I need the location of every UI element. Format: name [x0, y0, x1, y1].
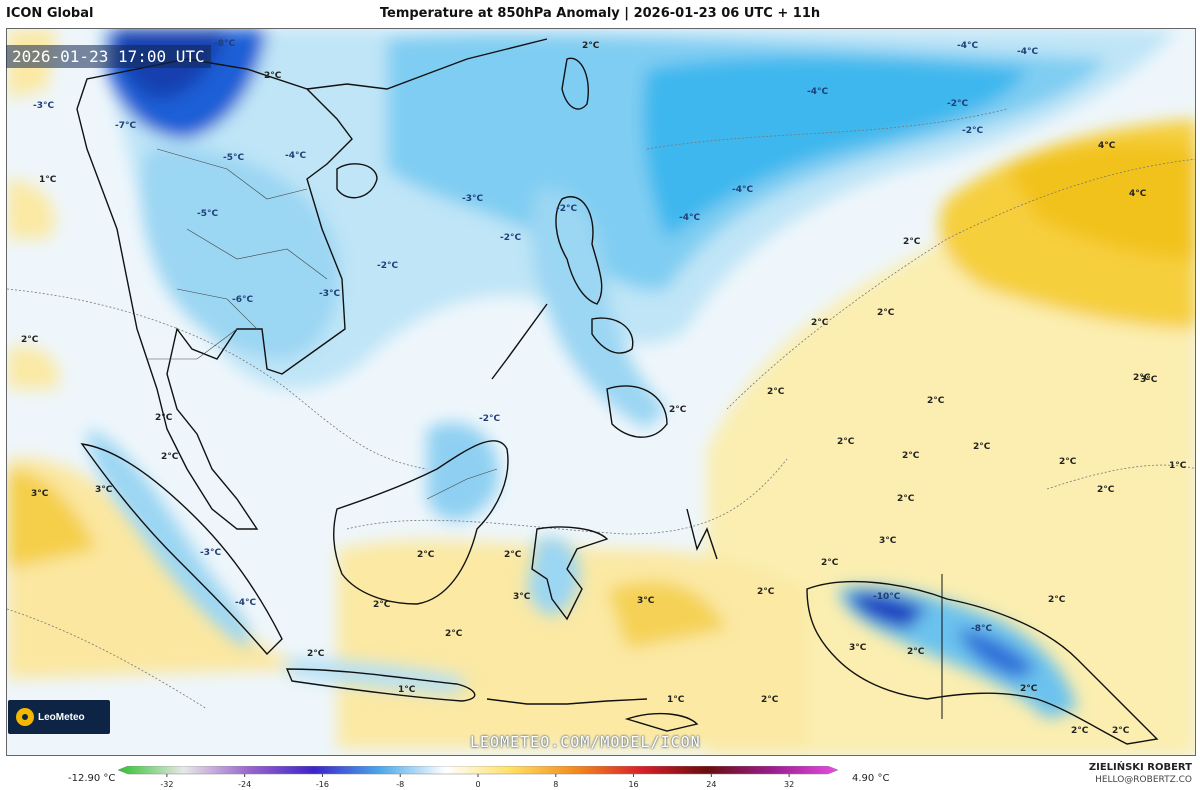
anomaly-map[interactable]: -8°C 2°C -4°C -4°C -4°C -7°C -4°C -5°C 1… [6, 28, 1196, 756]
temp-label: -6°C [232, 295, 254, 305]
temp-label: 2°C [907, 647, 925, 657]
temp-label: -2°C [500, 233, 522, 243]
watermark-url: LEOMETEO.COM/MODEL/ICON [470, 733, 701, 751]
temp-label: 3°C [637, 596, 655, 606]
temp-label: -3°C [319, 289, 341, 299]
temp-label: -4°C [957, 41, 979, 51]
temp-label: 2°C [767, 387, 785, 397]
contour-lines [7, 108, 1195, 710]
temp-label: -2°C [947, 99, 969, 109]
temp-label: -5°C [197, 209, 219, 219]
scale-tick-label: -8 [396, 780, 404, 789]
map-title: Temperature at 850hPa Anomaly | 2026-01-… [379, 6, 821, 21]
temp-label: 3°C [95, 485, 113, 495]
temp-label: 2°C [902, 451, 920, 461]
temp-label: 2°C [927, 396, 945, 406]
temp-label: 3°C [31, 489, 49, 499]
header: ICON Global Temperature at 850hPa Anomal… [0, 0, 1200, 28]
temp-label: 2°C [877, 308, 895, 318]
scale-tick-label: 16 [628, 780, 638, 789]
scale-tick-label: 32 [784, 780, 794, 789]
temp-label: 2°C [897, 494, 915, 504]
temp-label: 2°C [757, 587, 775, 597]
temp-label: 4°C [1098, 141, 1116, 151]
map-canvas [7, 29, 1195, 755]
temp-label: 2°C [582, 41, 600, 51]
sun-icon [16, 708, 34, 726]
temp-label: 2°C [1133, 373, 1151, 383]
temp-label: 2°C [417, 550, 435, 560]
color-scale-bar: -32 -24 -16 -8 0 8 16 24 32 [118, 766, 839, 789]
temp-label: -2°C [479, 414, 501, 424]
temp-label: 1°C [39, 175, 57, 185]
scale-tick-label: 24 [706, 780, 716, 789]
temp-label: 3°C [1140, 375, 1158, 385]
temp-label: 2°C [155, 413, 173, 423]
temp-label: 2°C [1112, 726, 1130, 736]
temp-label: 3°C [849, 643, 867, 653]
temp-label: 2°C [373, 600, 391, 610]
temp-label: 2°C [504, 550, 522, 560]
temp-label: 2°C [1097, 485, 1115, 495]
temp-label: -4°C [235, 598, 257, 608]
temp-label: -2°C [962, 126, 984, 136]
temp-label: -3°C [33, 101, 55, 111]
temp-label: -4°C [285, 151, 307, 161]
temp-label: -8°C [971, 624, 993, 634]
temp-label: 2°C [1071, 726, 1089, 736]
scale-tick-label: 8 [553, 780, 558, 789]
temp-label: -2°C [377, 261, 399, 271]
temp-label: 3°C [513, 592, 531, 602]
scale-tick-label: 0 [475, 780, 480, 789]
temp-label: -2°C [556, 204, 578, 214]
temp-label: 2°C [821, 558, 839, 568]
temp-label: 2°C [161, 452, 179, 462]
scale-min-label: -12.90 °C [68, 773, 116, 784]
temp-label: -3°C [200, 548, 222, 558]
footer: -12.90 °C -32 -24 -16 -8 0 8 16 24 32 4.90 °C ZI… [0, 758, 1200, 789]
temp-label: -4°C [679, 213, 701, 223]
temp-label: 2°C [903, 237, 921, 247]
temp-label: -5°C [223, 153, 245, 163]
temp-label: -4°C [732, 185, 754, 195]
valid-time-badge: 2026-01-23 17:00 UTC [6, 45, 211, 68]
temp-label: -10°C [873, 592, 901, 602]
temp-label: 3°C [879, 536, 897, 546]
temp-label: 2°C [761, 695, 779, 705]
temp-label: 4°C [1129, 189, 1147, 199]
logo-text: LeoMeteo [38, 711, 85, 723]
temp-label: 2°C [1048, 595, 1066, 605]
coastlines [76, 38, 1159, 745]
temp-label: 1°C [398, 685, 416, 695]
cold-anomaly-areas [87, 29, 1177, 719]
model-name: ICON Global [6, 6, 94, 21]
temp-label: 2°C [21, 335, 39, 345]
temp-label: -4°C [1017, 47, 1039, 57]
temp-label: 2°C [973, 442, 991, 452]
temp-label: 2°C [264, 71, 282, 81]
author-name: ZIELIŃSKI ROBERT [1088, 762, 1192, 773]
temp-label: 1°C [667, 695, 685, 705]
temp-label: -7°C [115, 121, 137, 131]
scale-tick-label: -24 [238, 780, 251, 789]
leometeo-logo[interactable]: LeoMeteo [8, 700, 110, 734]
temp-label: -4°C [807, 87, 829, 97]
temp-label: -3°C [462, 194, 484, 204]
author-email[interactable]: HELLO@ROBERTZ.CO [1095, 775, 1192, 785]
temp-label: 1°C [1169, 461, 1187, 471]
temp-label: 2°C [1059, 457, 1077, 467]
temp-label: 2°C [837, 437, 855, 447]
temp-label: -8°C [214, 39, 236, 49]
temp-label: 2°C [1020, 684, 1038, 694]
temp-label: 2°C [445, 629, 463, 639]
scale-tick-label: -16 [316, 780, 329, 789]
borders [147, 148, 498, 500]
scale-max-label: 4.90 °C [852, 773, 890, 784]
temp-label: 2°C [811, 318, 829, 328]
scale-tick-label: -32 [160, 780, 173, 789]
temp-label: 2°C [669, 405, 687, 415]
temp-label: 2°C [307, 649, 325, 659]
